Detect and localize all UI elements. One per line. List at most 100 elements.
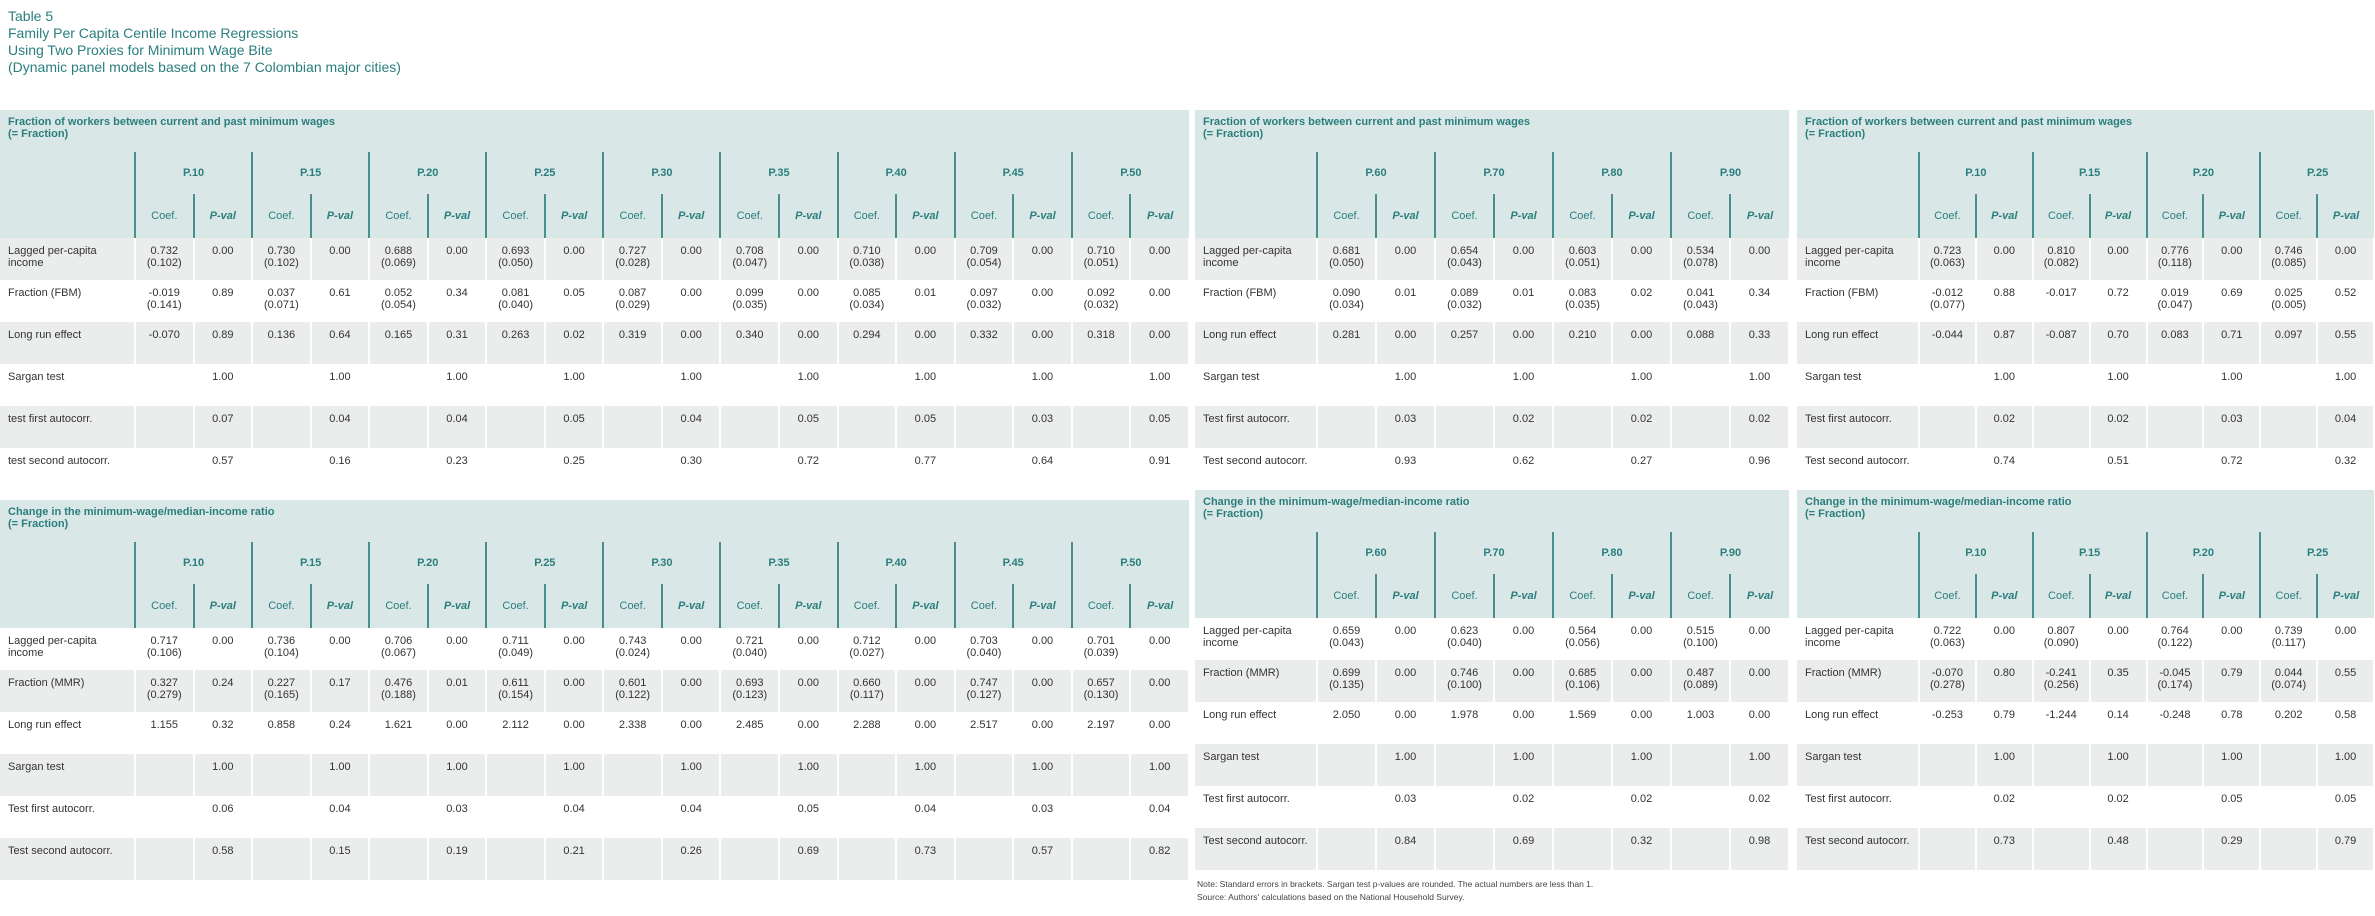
pval-cell: 0.02 (2089, 406, 2148, 448)
coef-value: 0.764 (2161, 625, 2189, 637)
pval-cell: 0.03 (2203, 406, 2262, 448)
panel-subtitle-line: (= Fraction) (1805, 128, 1866, 140)
table-heading: Family Per Capita Centile Income Regress… (8, 25, 299, 41)
coef-value: -0.087 (2045, 329, 2077, 341)
panel-title-line: Fraction of workers between current and … (1203, 116, 1531, 128)
pval-header: P-val (543, 584, 604, 628)
pval-header: P-val (1729, 574, 1789, 618)
coef-cell (1071, 364, 1132, 406)
coef-value: 0.263 (501, 329, 530, 341)
pval-cell: 1.00 (1612, 364, 1672, 406)
regression-table: Fraction of workers between current and … (1797, 110, 2375, 490)
row-label: Fraction (MMR) (0, 670, 136, 712)
header-blank (1797, 532, 1919, 618)
pval-cell: 0.16 (310, 448, 371, 490)
percentile-header: P.50 (1070, 152, 1189, 194)
pval-cell: 1.00 (1494, 744, 1554, 786)
pval-cell: 0.02 (1494, 786, 1554, 828)
coef-cell: 0.318 (1071, 322, 1132, 364)
pval-cell: 0.58 (193, 838, 254, 880)
coef-cell (135, 838, 195, 880)
coef-cell: 0.659 (0.043) (1317, 618, 1377, 660)
std-error: (0.074) (2271, 679, 2307, 691)
coef-cell: 0.730 (0.102) (252, 238, 312, 280)
coef-cell: 2.050 (1317, 702, 1377, 744)
table-row: Test second autocorr. 0.58 0.15 0.19 0.21 0.2… (0, 838, 1190, 880)
coef-cell (720, 838, 781, 880)
table-row: Long run effect 2.050 0.00 1.978 0.00 1.569 0.… (1195, 702, 1790, 744)
coef-value: -0.044 (1931, 329, 1964, 341)
coef-cell: -0.070 (135, 322, 195, 364)
coef-value: 0.746 (1450, 667, 1479, 679)
coef-cell: 0.097 (0.032) (954, 280, 1015, 322)
pval-cell: 0.05 (2317, 786, 2375, 828)
coef-header: Coef. (1552, 194, 1612, 238)
coef-value: 0.685 (1568, 667, 1597, 679)
row-label: Fraction (MMR) (1797, 660, 1920, 702)
std-error: (0.056) (1565, 637, 1600, 649)
header-blank (1195, 532, 1317, 618)
coef-value: 0.318 (1087, 329, 1115, 341)
coef-cell (369, 448, 429, 490)
coef-value: 0.294 (853, 329, 881, 341)
pval-cell: 0.00 (896, 238, 956, 280)
percentile-header: P.25 (2259, 152, 2374, 194)
coef-value: 0.083 (1568, 287, 1597, 299)
percentile-header: P.20 (368, 152, 487, 194)
coef-value: 0.730 (267, 245, 296, 257)
row-label: Lagged per-capita income (1195, 618, 1318, 660)
pval-cell: 0.72 (779, 448, 839, 490)
header-blank (0, 542, 135, 628)
coef-cell (603, 754, 663, 796)
pval-cell: 0.19 (427, 838, 488, 880)
coef-cell (2032, 744, 2091, 786)
coef-value: 0.210 (1568, 329, 1597, 341)
coef-header: Coef. (1434, 194, 1494, 238)
pval-cell: 0.00 (1612, 660, 1672, 702)
table-row: Fraction (FBM) 0.090 (0.034) 0.01 0.089 (0.03… (1195, 280, 1790, 322)
pval-header: P-val (1375, 574, 1435, 618)
coef-value: 0.746 (2274, 245, 2303, 257)
pval-cell: 0.00 (1612, 322, 1672, 364)
table-row: test second autocorr. 0.57 0.16 0.23 0.25 0.3… (0, 448, 1190, 490)
coef-header: Coef. (836, 584, 897, 628)
pval-cell: 0.00 (1130, 712, 1190, 754)
coef-cell: 0.660 (0.117) (837, 670, 898, 712)
pval-cell: 0.55 (2317, 660, 2375, 702)
coef-value: 0.709 (970, 245, 998, 257)
pval-cell: 0.58 (2317, 702, 2375, 744)
pval-cell: 1.00 (1730, 364, 1790, 406)
pval-cell: 0.02 (544, 322, 605, 364)
coef-cell: 0.717 (0.106) (135, 628, 195, 670)
pval-cell: 0.61 (310, 280, 371, 322)
std-error: (0.188) (381, 689, 416, 701)
pval-cell: 0.00 (1013, 670, 1073, 712)
table-row: Test second autocorr. 0.73 0.48 0.29 0.79 (1797, 828, 2375, 870)
percentile-header: P.70 (1434, 152, 1553, 194)
coef-cell: 0.723 (0.063) (1919, 238, 1977, 280)
pval-cell: 0.00 (1013, 238, 1073, 280)
pval-cell: 1.00 (1376, 744, 1436, 786)
coef-value: 0.564 (1568, 625, 1597, 637)
coef-cell (1317, 448, 1377, 490)
coef-cell: 0.088 (1671, 322, 1731, 364)
coef-header: Coef. (1670, 574, 1730, 618)
percentile-header: P.10 (133, 542, 253, 584)
panel-title-line: Fraction of workers between current and … (1805, 116, 2133, 128)
pval-cell: 0.03 (1376, 786, 1436, 828)
coef-cell: -0.045 (0.174) (2146, 660, 2205, 702)
coef-value: -0.253 (1931, 709, 1964, 721)
row-label: Sargan test (1797, 744, 1920, 786)
coef-cell (369, 754, 429, 796)
std-error: (0.049) (498, 647, 533, 659)
coef-cell (2260, 786, 2319, 828)
std-error: (0.067) (381, 647, 416, 659)
pval-cell: 0.00 (2089, 618, 2148, 660)
coef-cell (1919, 406, 1977, 448)
table-row: Fraction (MMR) 0.699 (0.135) 0.00 0.746 (0.10… (1195, 660, 1790, 702)
percentile-header: P.20 (368, 542, 487, 584)
coef-cell (2260, 406, 2319, 448)
coef-cell (1553, 448, 1613, 490)
pval-cell: 0.00 (1975, 618, 2034, 660)
pval-cell: 1.00 (193, 364, 254, 406)
